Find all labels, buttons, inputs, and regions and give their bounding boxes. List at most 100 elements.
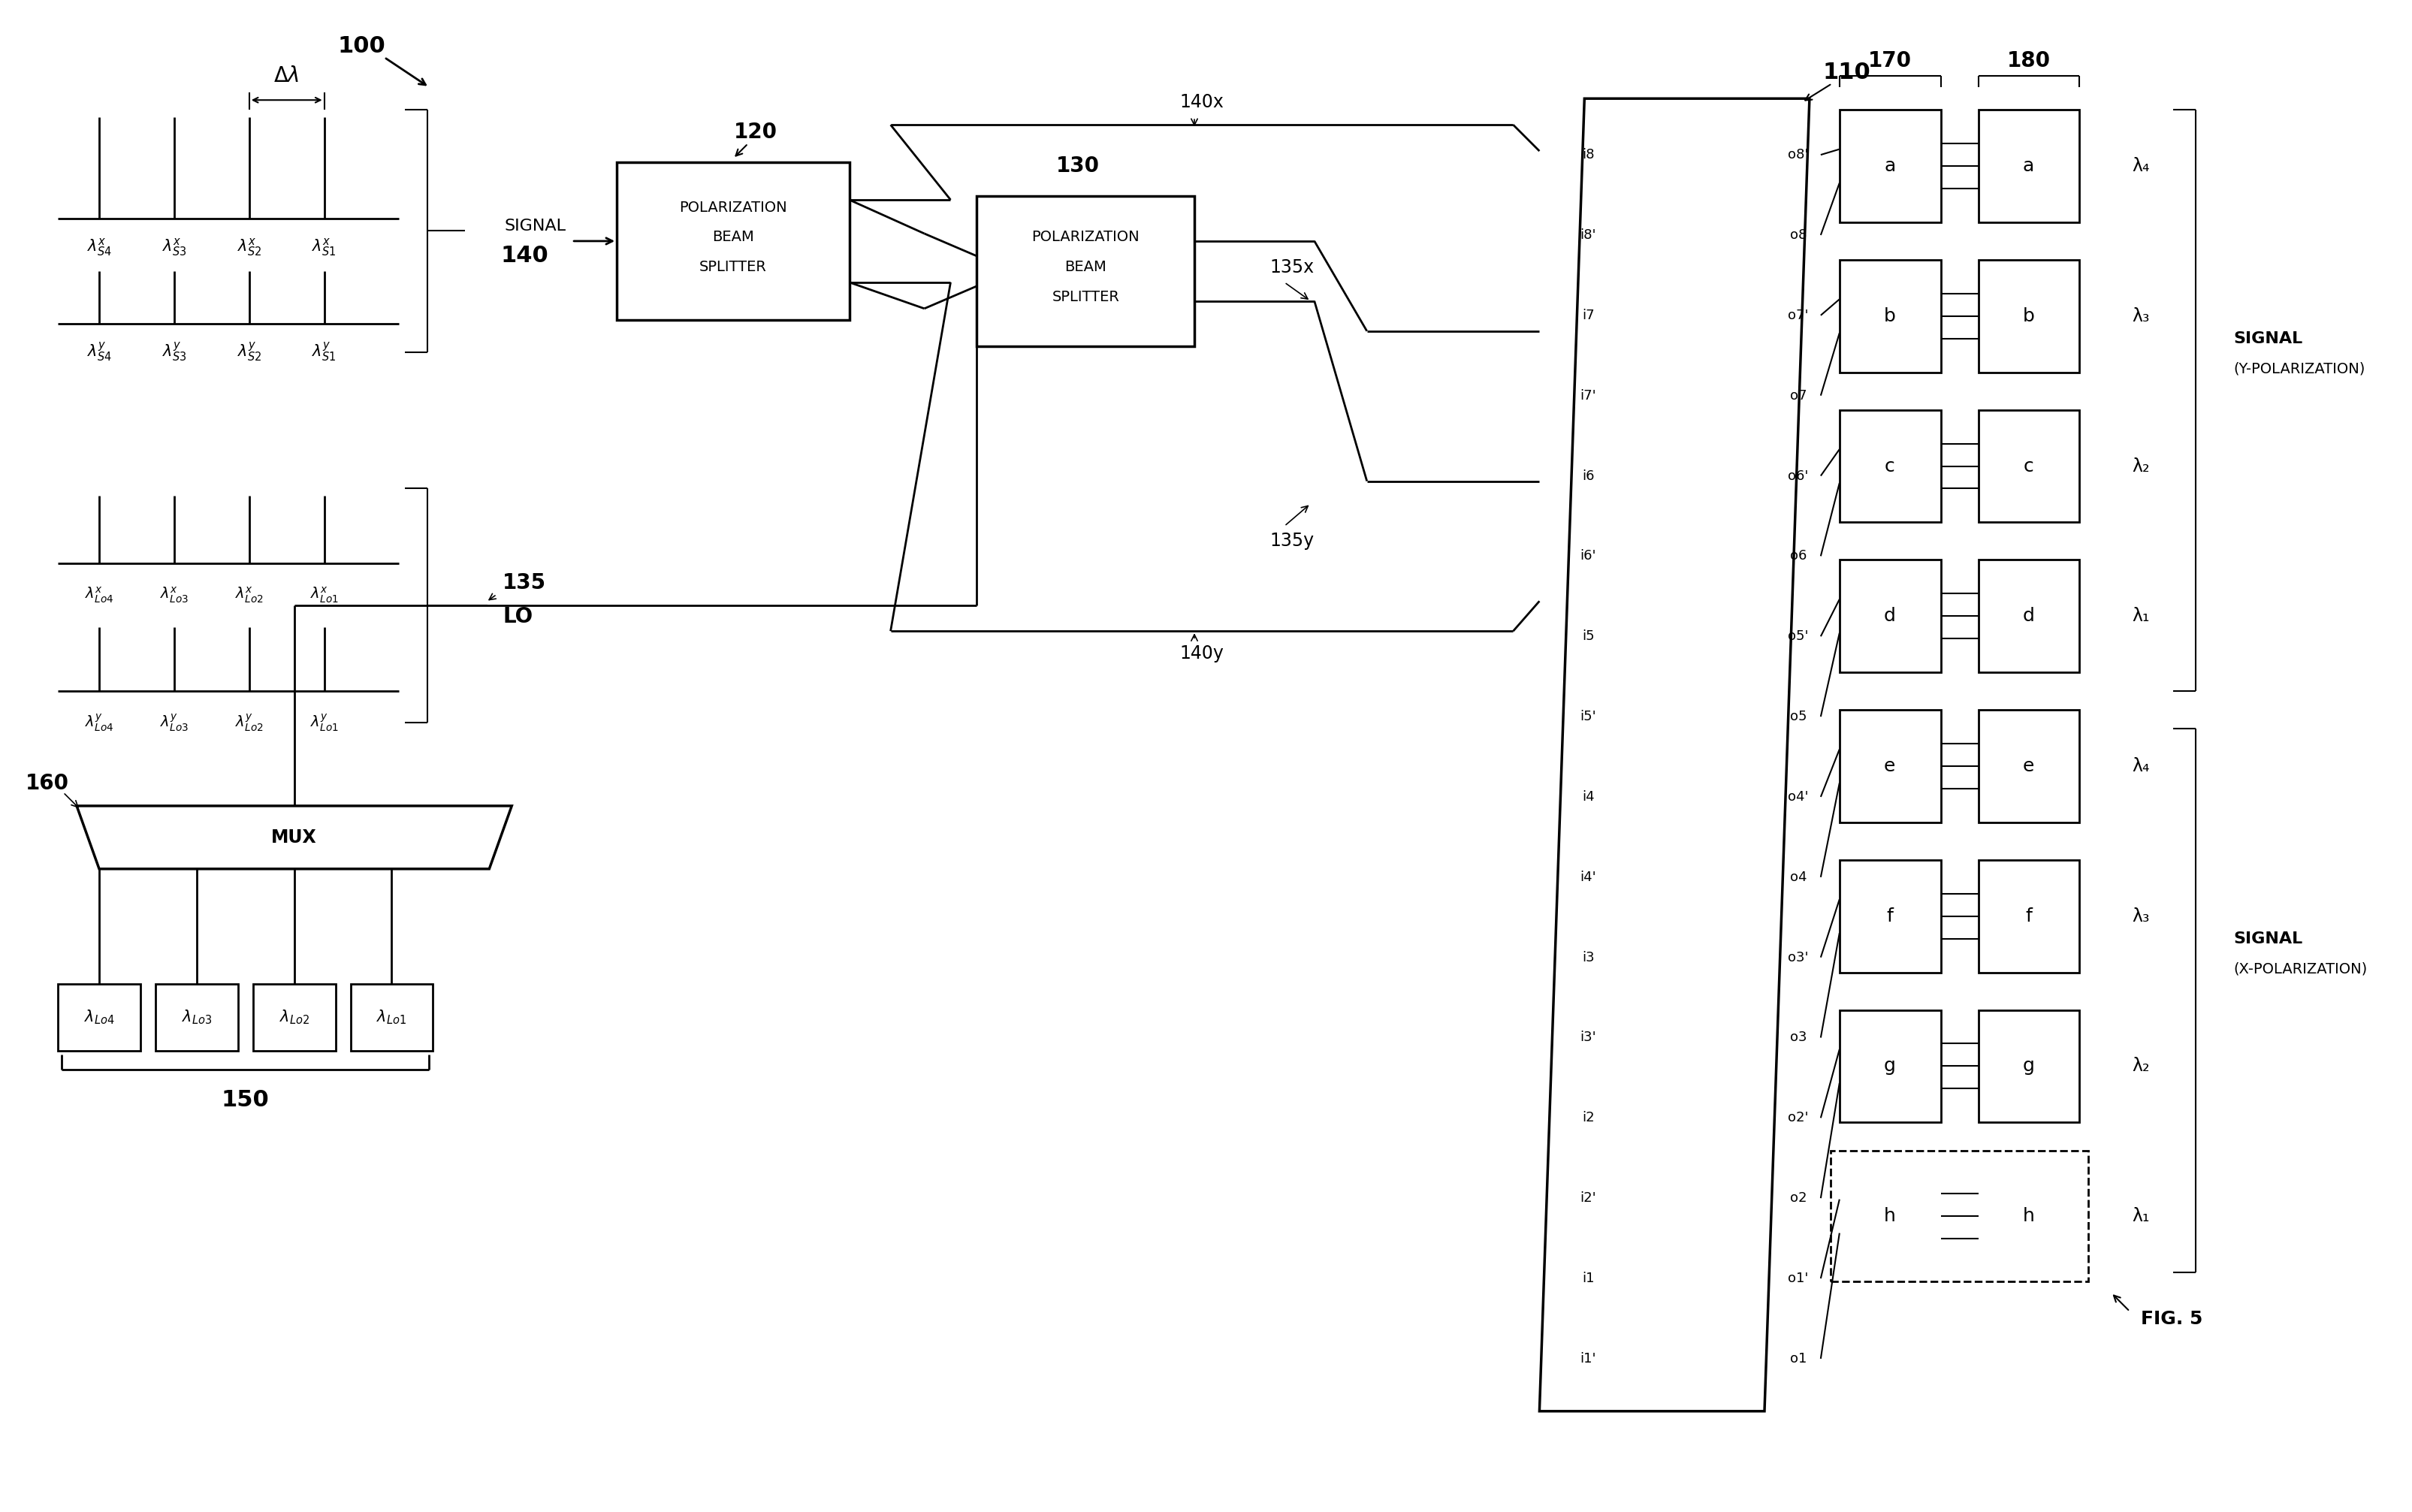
Text: i1': i1' xyxy=(1580,1352,1597,1365)
Text: i8: i8 xyxy=(1582,148,1594,162)
Text: SPLITTER: SPLITTER xyxy=(1052,290,1119,304)
Text: 100: 100 xyxy=(338,35,386,57)
Text: i5': i5' xyxy=(1580,709,1597,723)
Text: o6': o6' xyxy=(1787,469,1809,482)
Text: BEAM: BEAM xyxy=(712,230,755,245)
Text: o7': o7' xyxy=(1787,308,1809,322)
Text: i2: i2 xyxy=(1582,1111,1594,1125)
Text: λ₁: λ₁ xyxy=(2132,608,2149,624)
Text: i4': i4' xyxy=(1580,871,1597,885)
Bar xyxy=(1840,1160,1942,1273)
Text: λ₄: λ₄ xyxy=(2132,758,2149,776)
Text: $\lambda^y_{Lo4}$: $\lambda^y_{Lo4}$ xyxy=(84,712,113,733)
Text: MUX: MUX xyxy=(273,829,316,847)
Text: $\lambda^y_{Lo1}$: $\lambda^y_{Lo1}$ xyxy=(311,712,338,733)
Text: o5: o5 xyxy=(1790,709,1807,723)
Text: $\lambda^y_{S3}$: $\lambda^y_{S3}$ xyxy=(162,340,186,363)
Text: λ₂: λ₂ xyxy=(2132,457,2149,475)
Text: 180: 180 xyxy=(2007,50,2050,71)
Text: o2': o2' xyxy=(1787,1111,1809,1125)
Bar xyxy=(154,984,239,1051)
Text: SIGNAL: SIGNAL xyxy=(2234,931,2303,947)
Bar xyxy=(1978,709,2079,823)
Text: f: f xyxy=(1886,907,1893,925)
Text: 135x: 135x xyxy=(1269,259,1315,277)
Text: LO: LO xyxy=(502,606,533,627)
Text: SIGNAL: SIGNAL xyxy=(2234,331,2303,346)
Text: $\lambda^y_{Lo3}$: $\lambda^y_{Lo3}$ xyxy=(159,712,188,733)
Text: (X-POLARIZATION): (X-POLARIZATION) xyxy=(2234,962,2366,975)
Text: i3: i3 xyxy=(1582,951,1594,965)
Text: $\lambda^x_{S1}$: $\lambda^x_{S1}$ xyxy=(311,236,335,257)
Text: a: a xyxy=(2024,157,2033,175)
Text: 170: 170 xyxy=(1867,50,1913,71)
Text: SIGNAL: SIGNAL xyxy=(504,219,567,233)
Text: $\lambda^x_{S3}$: $\lambda^x_{S3}$ xyxy=(162,236,186,257)
Bar xyxy=(1978,1010,2079,1122)
Text: i5: i5 xyxy=(1582,629,1594,643)
Text: i6': i6' xyxy=(1580,549,1597,562)
Bar xyxy=(1831,1151,2089,1282)
Bar xyxy=(58,984,140,1051)
Text: BEAM: BEAM xyxy=(1064,260,1107,275)
Text: $\lambda^y_{S1}$: $\lambda^y_{S1}$ xyxy=(311,340,335,363)
Text: i1: i1 xyxy=(1582,1272,1594,1285)
Bar xyxy=(1978,860,2079,972)
Text: $\lambda^x_{S2}$: $\lambda^x_{S2}$ xyxy=(236,236,260,257)
Text: 140x: 140x xyxy=(1179,94,1223,112)
Text: $\lambda_{Lo2}$: $\lambda_{Lo2}$ xyxy=(280,1009,309,1027)
Text: o1': o1' xyxy=(1787,1272,1809,1285)
Bar xyxy=(1840,110,1942,222)
Text: i4: i4 xyxy=(1582,791,1594,804)
Bar xyxy=(253,984,335,1051)
Text: c: c xyxy=(2024,457,2033,475)
Text: $\lambda_{Lo4}$: $\lambda_{Lo4}$ xyxy=(84,1009,113,1027)
Text: 110: 110 xyxy=(1823,62,1872,83)
Text: g: g xyxy=(2024,1057,2033,1075)
Text: 135y: 135y xyxy=(1269,532,1315,550)
Bar xyxy=(1840,410,1942,522)
Text: $\lambda^y_{S4}$: $\lambda^y_{S4}$ xyxy=(87,340,111,363)
Bar xyxy=(1840,260,1942,372)
Text: $\lambda^x_{Lo3}$: $\lambda^x_{Lo3}$ xyxy=(159,585,188,605)
Bar xyxy=(1978,260,2079,372)
Text: o8: o8 xyxy=(1790,228,1807,242)
Text: h: h xyxy=(2024,1207,2033,1225)
Text: 130: 130 xyxy=(1056,156,1100,177)
Text: $\lambda^x_{Lo1}$: $\lambda^x_{Lo1}$ xyxy=(311,585,338,605)
Bar xyxy=(1978,410,2079,522)
Text: h: h xyxy=(1884,1207,1896,1225)
Text: λ₃: λ₃ xyxy=(2132,907,2149,925)
Bar xyxy=(1840,559,1942,673)
Text: d: d xyxy=(1884,608,1896,624)
Text: o4: o4 xyxy=(1790,871,1807,885)
Text: $\lambda^x_{Lo4}$: $\lambda^x_{Lo4}$ xyxy=(84,585,113,605)
Text: 150: 150 xyxy=(222,1089,270,1111)
Bar xyxy=(1840,860,1942,972)
Text: 120: 120 xyxy=(733,122,777,142)
Text: o5': o5' xyxy=(1787,629,1809,643)
Text: λ₄: λ₄ xyxy=(2132,157,2149,175)
Text: o2: o2 xyxy=(1790,1191,1807,1205)
Text: o6: o6 xyxy=(1790,549,1807,562)
Text: i2': i2' xyxy=(1580,1191,1597,1205)
Text: $\Delta\lambda$: $\Delta\lambda$ xyxy=(273,65,299,86)
Text: $\lambda^x_{Lo2}$: $\lambda^x_{Lo2}$ xyxy=(234,585,263,605)
Text: o3: o3 xyxy=(1790,1031,1807,1045)
Text: b: b xyxy=(2024,307,2033,325)
Polygon shape xyxy=(77,806,511,869)
Text: λ₁: λ₁ xyxy=(2132,1207,2149,1225)
Text: (Y-POLARIZATION): (Y-POLARIZATION) xyxy=(2234,361,2366,375)
Bar xyxy=(1978,110,2079,222)
Text: e: e xyxy=(2024,758,2033,776)
Polygon shape xyxy=(1539,98,1809,1411)
Text: i8': i8' xyxy=(1580,228,1597,242)
Bar xyxy=(1978,559,2079,673)
Text: i3': i3' xyxy=(1580,1031,1597,1045)
Text: 140: 140 xyxy=(502,245,548,268)
Text: FIG. 5: FIG. 5 xyxy=(2142,1309,2202,1328)
Text: $\lambda_{Lo1}$: $\lambda_{Lo1}$ xyxy=(376,1009,408,1027)
Text: $\lambda^y_{Lo2}$: $\lambda^y_{Lo2}$ xyxy=(234,712,263,733)
Text: POLARIZATION: POLARIZATION xyxy=(1032,230,1138,245)
Bar xyxy=(350,984,434,1051)
